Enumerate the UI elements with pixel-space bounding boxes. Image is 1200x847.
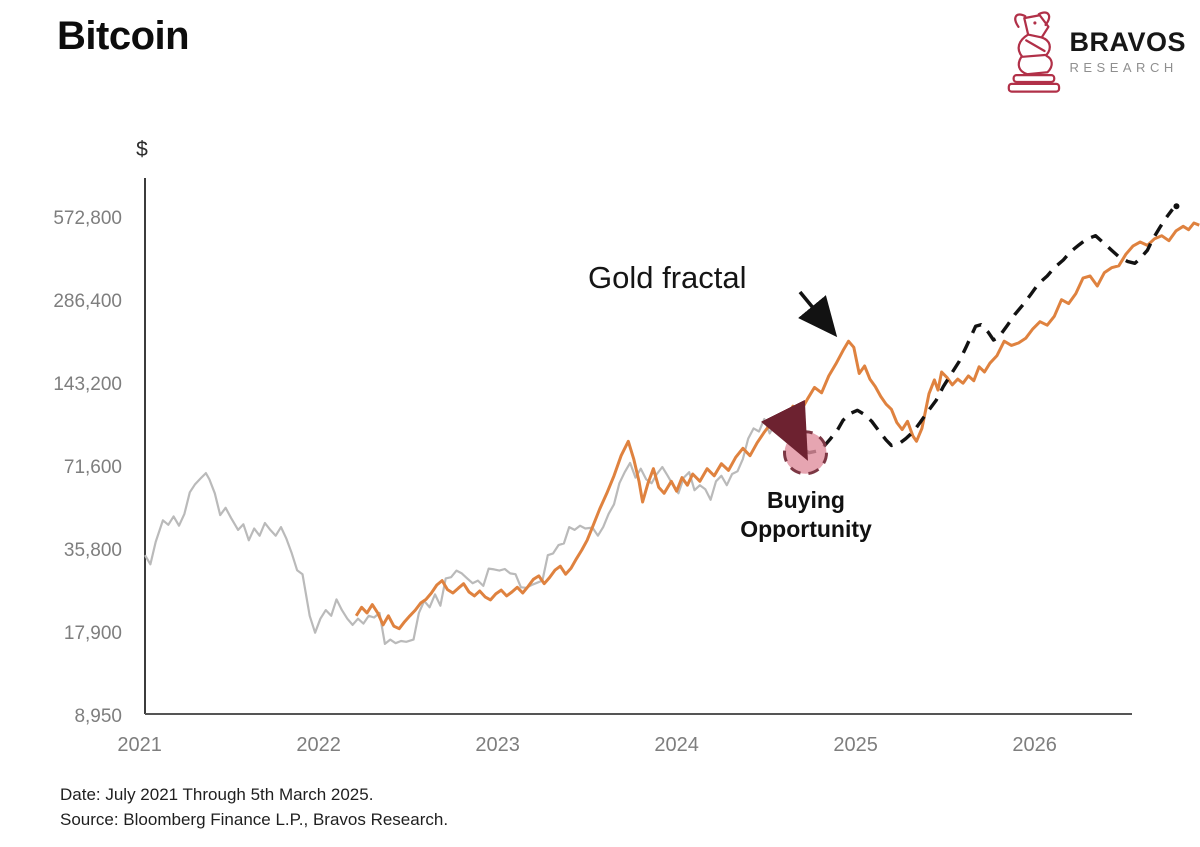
date-note: Date: July 2021 Through 5th March 2025.	[60, 785, 374, 804]
series-layer	[144, 203, 1200, 646]
y-tick-label: 8,950	[74, 706, 122, 727]
logo-brand: BRAVOS	[1069, 26, 1186, 57]
gold-fractal-label: Gold fractal	[588, 260, 747, 295]
gold-fractal-line	[354, 221, 1200, 631]
axes-layer: $572,800 286,400 143,200 71,600 35,800 17,900…	[53, 138, 1132, 756]
bitcoin-price-line	[144, 417, 803, 646]
gold-fractal-projection-end-dot	[1173, 203, 1180, 210]
x-tick-label: 2021	[117, 734, 162, 756]
x-tick-label: 2022	[296, 734, 341, 756]
buying-opportunity-circle	[783, 430, 829, 476]
currency-axis-label: $	[136, 138, 148, 161]
page-title: Bitcoin	[57, 14, 190, 58]
y-tick-label: 71,600	[64, 457, 122, 478]
bravos-logo: BRAVOS RESEARCH	[1003, 8, 1186, 94]
x-tick-label: 2025	[833, 734, 878, 756]
y-tick-label: 572,800	[53, 208, 122, 229]
x-tick-label: 2024	[654, 734, 699, 756]
logo-subtitle: RESEARCH	[1069, 59, 1178, 75]
buying-opportunity-arrow	[760, 399, 808, 461]
x-tick-label: 2023	[475, 734, 520, 756]
buying-opportunity-label: Buying Opportunity	[740, 487, 872, 542]
y-tick-label: 35,800	[64, 540, 122, 561]
annotation-layer	[783, 430, 829, 476]
chart-footnotes: Date: July 2021 Through 5th March 2025. …	[60, 782, 448, 832]
bull-chess-piece-icon	[1008, 11, 1061, 93]
x-tick-label: 2026	[1012, 734, 1057, 756]
gold-fractal-pointer-arrow	[798, 290, 838, 338]
logo-text: BRAVOS RESEARCH	[1069, 26, 1186, 75]
y-tick-label: 286,400	[53, 291, 122, 312]
y-tick-label: 17,900	[64, 623, 122, 644]
source-note: Source: Bloomberg Finance L.P., Bravos R…	[60, 810, 449, 829]
y-tick-label: 143,200	[53, 374, 122, 395]
gold-fractal-projection-line	[777, 208, 1174, 455]
